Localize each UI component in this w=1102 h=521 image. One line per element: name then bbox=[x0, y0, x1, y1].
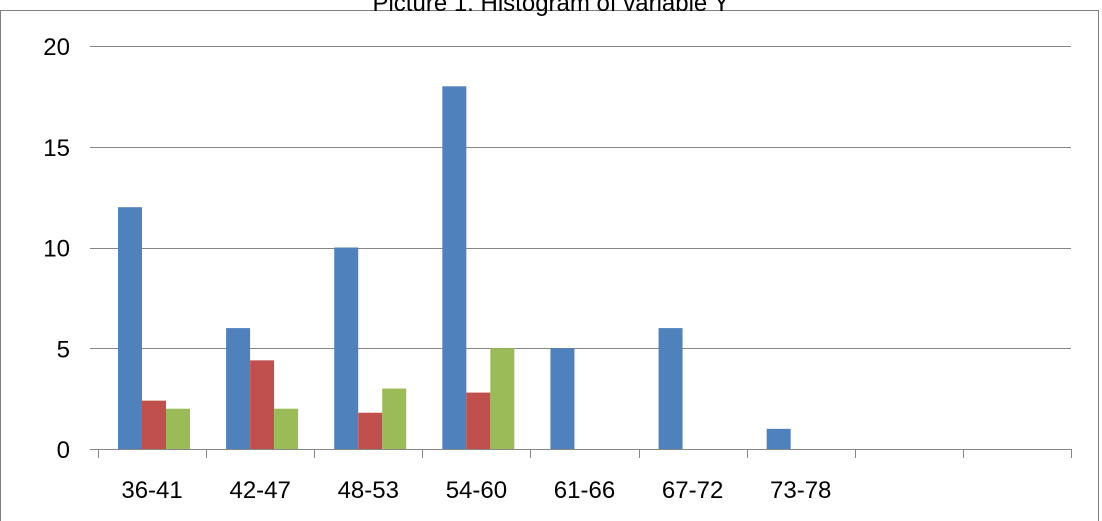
y-tick-label: 5 bbox=[57, 336, 70, 363]
x-tick-label: 67-72 bbox=[662, 477, 723, 504]
x-tick-label: 48-53 bbox=[338, 477, 399, 504]
bar-s1-36-41 bbox=[118, 207, 142, 449]
y-tick-label: 15 bbox=[43, 135, 70, 162]
bar-s2-36-41 bbox=[142, 400, 166, 449]
bar-s2-54-60 bbox=[466, 392, 491, 449]
bar-s3-54-60 bbox=[490, 348, 515, 449]
bar-s1-42-47 bbox=[226, 328, 251, 449]
y-tick-label: 10 bbox=[43, 236, 70, 263]
x-tick-label: 42-47 bbox=[229, 477, 290, 504]
bar-s3-36-41 bbox=[166, 408, 190, 449]
chart-title: Picture 1. Histogram of variable Y bbox=[372, 0, 730, 17]
bar-s1-54-60 bbox=[442, 86, 467, 450]
bars bbox=[118, 86, 791, 450]
x-tick-label: 36-41 bbox=[121, 477, 182, 504]
axes bbox=[98, 449, 1072, 458]
bar-s3-48-53 bbox=[382, 388, 407, 449]
bar-s1-61-66 bbox=[550, 348, 575, 449]
bar-s3-42-47 bbox=[274, 408, 299, 449]
bar-s1-73-78 bbox=[766, 428, 791, 449]
bar-s2-42-47 bbox=[250, 360, 275, 449]
tick-labels: 0 5 10 15 20 36-41 42-47 48-53 54-60 61-66 67-72 73… bbox=[43, 34, 831, 504]
y-tick-label: 20 bbox=[43, 34, 70, 61]
x-tick-label: 73-78 bbox=[770, 477, 831, 504]
gridlines bbox=[90, 46, 1071, 450]
y-tick-label: 0 bbox=[57, 437, 70, 464]
bar-s2-48-53 bbox=[358, 412, 383, 449]
bar-s1-67-72 bbox=[658, 328, 683, 449]
x-tick-label: 61-66 bbox=[554, 477, 615, 504]
bar-s1-48-53 bbox=[334, 247, 359, 449]
x-tick-label: 54-60 bbox=[446, 477, 507, 504]
